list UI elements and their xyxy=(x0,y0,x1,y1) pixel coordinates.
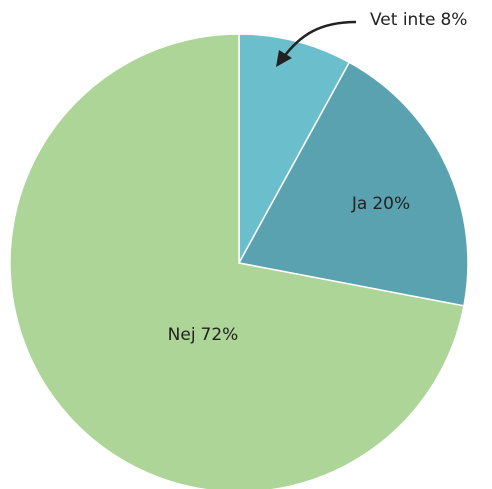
slice-label: Ja 20% xyxy=(351,194,410,214)
category-name: Ja xyxy=(351,194,367,214)
pie-slice xyxy=(9,33,465,489)
pie-slice xyxy=(238,33,351,264)
arrow-head xyxy=(276,50,292,67)
category-name: Nej xyxy=(168,325,196,345)
value-label: 20% xyxy=(372,194,410,214)
slice-label: Vet inte 8% xyxy=(370,10,467,30)
value-label: 8% xyxy=(440,10,467,30)
annotation-arrow xyxy=(281,20,357,59)
category-name: Vet inte xyxy=(370,10,435,30)
pie-slice xyxy=(237,61,469,307)
value-label: 72% xyxy=(201,325,239,345)
slice-label: Nej 72% xyxy=(168,325,239,345)
